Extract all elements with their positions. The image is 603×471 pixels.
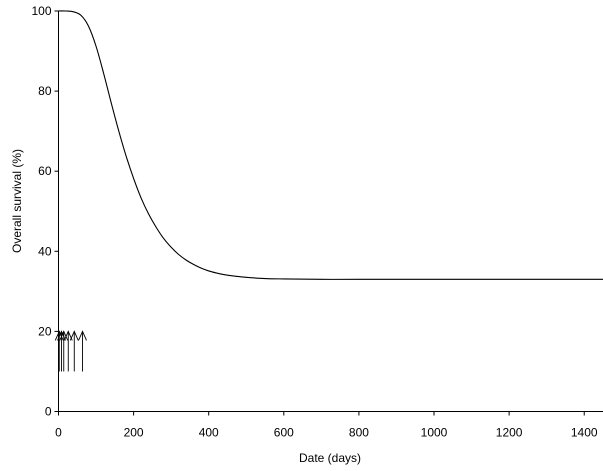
event-arrow (63, 330, 73, 372)
y-tick-label: 100 (31, 4, 51, 18)
x-tick-label: 400 (199, 426, 219, 440)
event-arrow (59, 330, 69, 372)
event-arrows (54, 330, 87, 372)
y-tick-label: 80 (38, 84, 52, 98)
survival-curve (58, 10, 603, 280)
y-tick-label: 40 (38, 244, 52, 258)
y-axis-label: Overall survival (%) (10, 149, 24, 253)
x-tick-label: 1000 (421, 426, 448, 440)
x-tick-label: 200 (124, 426, 144, 440)
x-tick-label: 0 (55, 426, 62, 440)
x-tick-label: 600 (274, 426, 294, 440)
x-tick-label: 800 (349, 426, 369, 440)
x-axis-label: Date (days) (299, 451, 361, 465)
y-tick-label: 0 (45, 405, 52, 419)
x-ticks: 0 200 400 600 800 1000 1200 1400 (55, 411, 598, 440)
event-arrow (78, 330, 87, 372)
x-tick-label: 1400 (571, 426, 598, 440)
event-arrow (69, 330, 79, 372)
y-tick-label: 60 (38, 164, 52, 178)
y-tick-label: 20 (38, 324, 52, 338)
x-tick-label: 1200 (496, 426, 523, 440)
plot-area: 0 20 40 60 80 100 0 200 400 600 800 1000 1200 1400 (31, 4, 603, 440)
y-ticks: 0 20 40 60 80 100 (31, 4, 59, 419)
